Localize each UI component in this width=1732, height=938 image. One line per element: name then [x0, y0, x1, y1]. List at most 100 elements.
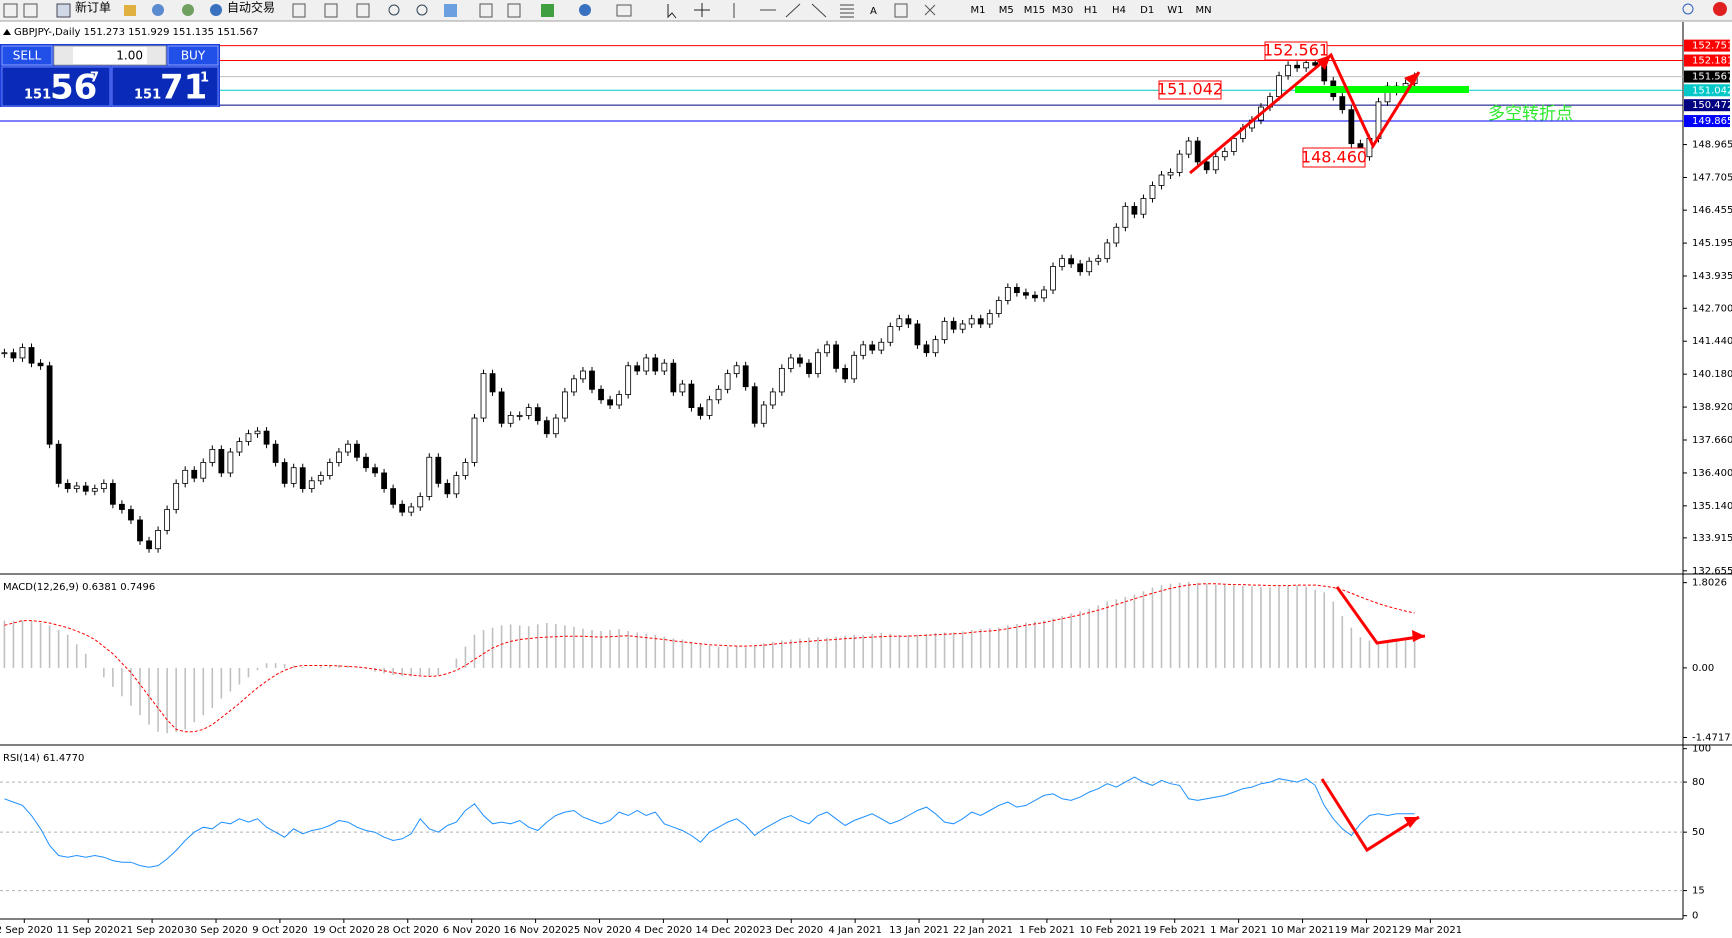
- icon[interactable]: [124, 5, 136, 16]
- icon[interactable]: [356, 3, 370, 18]
- candle-body: [815, 352, 821, 375]
- icon[interactable]: [479, 3, 493, 18]
- candle-body: [589, 370, 595, 390]
- collapse-icon[interactable]: [3, 29, 11, 35]
- candle-body: [263, 430, 270, 445]
- timeframe-button[interactable]: M30: [1052, 5, 1073, 16]
- icon[interactable]: [507, 3, 521, 18]
- candle-body: [833, 344, 839, 369]
- candle-body: [742, 365, 749, 388]
- icon[interactable]: [444, 4, 457, 17]
- sell-label[interactable]: SELL: [13, 49, 42, 63]
- y-tick-label: 80: [1692, 777, 1705, 788]
- icon[interactable]: [416, 4, 428, 16]
- candle-body: [1167, 171, 1174, 176]
- icon[interactable]: [210, 4, 222, 16]
- buy-price[interactable]: [111, 66, 219, 107]
- lot-up[interactable]: [147, 47, 165, 64]
- candle-body: [543, 420, 550, 435]
- candle-body: [968, 318, 975, 325]
- candle-body: [1176, 153, 1183, 173]
- y-tick-label: 133.915: [1692, 533, 1732, 544]
- icon[interactable]: [894, 3, 908, 18]
- icon[interactable]: [616, 4, 632, 17]
- icon[interactable]: [56, 3, 71, 18]
- candle-body: [733, 365, 740, 375]
- candle-body: [1004, 286, 1011, 301]
- indicator-label: RSI(14) 61.4770: [3, 753, 84, 764]
- y-tick-label: 145.195: [1692, 238, 1732, 249]
- timeframe-button[interactable]: H4: [1112, 5, 1126, 16]
- candle-body: [986, 313, 993, 325]
- icon[interactable]: A: [870, 6, 877, 17]
- candle-body: [91, 488, 98, 492]
- timeframe-button[interactable]: MN: [1196, 5, 1212, 16]
- timeframe-button[interactable]: D1: [1140, 5, 1154, 16]
- icon[interactable]: [3, 3, 18, 18]
- candle-body: [598, 388, 604, 401]
- price-small: 151: [134, 88, 161, 103]
- candle-body: [616, 394, 623, 406]
- y-tick-label: 1.8026: [1692, 578, 1727, 589]
- timeframe-button[interactable]: M1: [971, 5, 986, 16]
- icon[interactable]: [292, 3, 306, 18]
- toolbar-button[interactable]: 新订单: [75, 0, 111, 15]
- candle-body: [128, 509, 134, 521]
- icon[interactable]: [579, 4, 591, 16]
- candle-body: [1122, 205, 1129, 228]
- level-label-bg: [1684, 39, 1730, 52]
- icon[interactable]: [388, 4, 400, 16]
- timeframe-button[interactable]: M5: [999, 5, 1014, 16]
- y-tick-label: 136.400: [1692, 468, 1732, 479]
- y-tick-label: 143.935: [1692, 271, 1732, 282]
- candle-body: [724, 373, 731, 390]
- lot-down[interactable]: [55, 47, 73, 64]
- lot-input[interactable]: [53, 45, 167, 66]
- candle-body: [363, 456, 369, 469]
- candle-body: [46, 365, 53, 445]
- search-icon[interactable]: [1682, 3, 1694, 15]
- candle-body: [1077, 263, 1084, 273]
- x-tick-label: 9 Oct 2020: [252, 925, 307, 936]
- timeframe-button[interactable]: W1: [1167, 5, 1183, 16]
- notification-icon[interactable]: [1713, 2, 1727, 16]
- icon[interactable]: [667, 4, 677, 19]
- price-pip: 1: [200, 71, 209, 86]
- candle-body: [1068, 258, 1075, 265]
- timeframe-button[interactable]: H1: [1084, 5, 1098, 16]
- candle-body: [381, 472, 387, 490]
- candle-body: [489, 373, 496, 393]
- icon[interactable]: [541, 4, 554, 17]
- timeframe-bar: M1 M5 M15 M30 H1 H4 D1 W1 MN: [971, 5, 1212, 16]
- icon[interactable]: [182, 4, 194, 16]
- buy-label[interactable]: BUY: [181, 49, 206, 63]
- level-label-bg: [1684, 115, 1730, 128]
- sell-button[interactable]: [1, 45, 53, 66]
- icon[interactable]: [733, 3, 854, 18]
- icon[interactable]: [924, 4, 936, 16]
- candle-body: [580, 370, 586, 380]
- icon[interactable]: [324, 3, 338, 18]
- candle-body: [887, 326, 894, 343]
- level-label: 150.472: [1692, 100, 1732, 111]
- icon[interactable]: [23, 3, 38, 18]
- toolbar-button[interactable]: 自动交易: [227, 0, 275, 15]
- level-label-bg: [1684, 99, 1730, 112]
- candle-body: [1041, 289, 1047, 299]
- candle-body: [1230, 138, 1237, 152]
- candle-body: [1312, 62, 1319, 66]
- candle-body: [824, 344, 830, 354]
- icon[interactable]: [694, 3, 710, 17]
- lot-value[interactable]: 1.00: [116, 49, 143, 63]
- sell-price[interactable]: [1, 66, 111, 107]
- icon[interactable]: [152, 4, 164, 16]
- annotation: 148.460: [1301, 148, 1367, 167]
- candle-body: [82, 485, 89, 492]
- plot: 132.655 133.915 135.140 136.400 137.660 138.9…: [0, 39, 1732, 936]
- candle-body: [1285, 64, 1291, 77]
- candle-body: [28, 347, 35, 364]
- candle-body: [462, 462, 469, 476]
- buy-button[interactable]: [167, 45, 219, 66]
- arrow-path: [1189, 52, 1421, 175]
- timeframe-button[interactable]: M15: [1024, 5, 1045, 16]
